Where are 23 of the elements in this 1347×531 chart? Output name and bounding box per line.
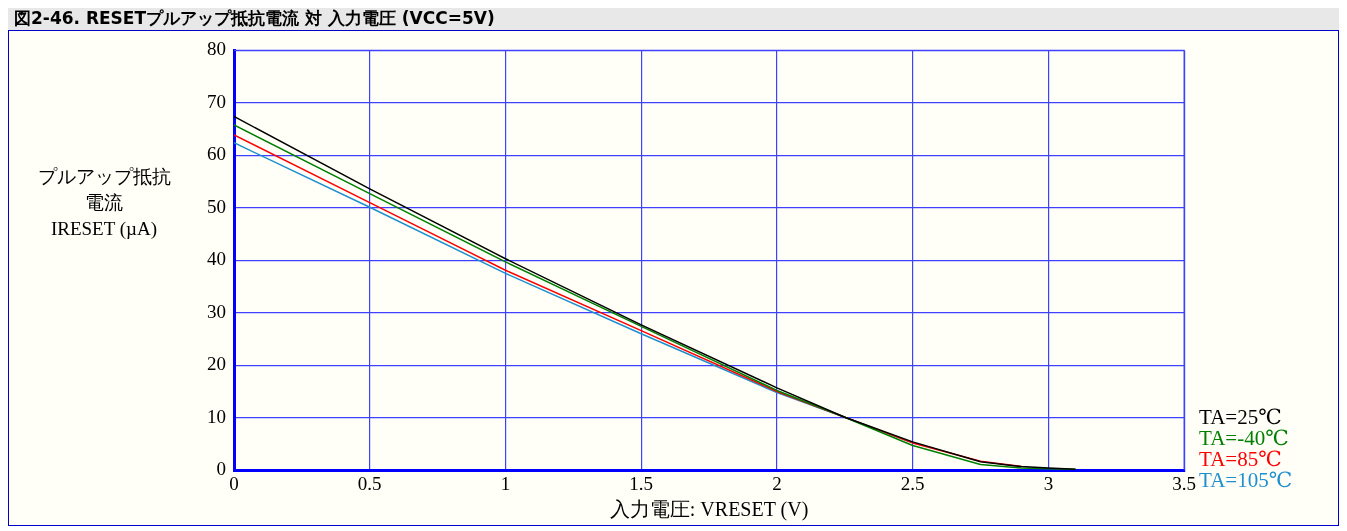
y-tick-label: 70 xyxy=(207,90,226,112)
x-tick-label: 2.5 xyxy=(900,472,925,494)
x-tick-label: 1.5 xyxy=(629,472,654,494)
x-axis-title: 入力電圧: VRESET (V) xyxy=(609,498,809,522)
chart-title: 図2-46. RESETプルアップ抵抗電流 対 入力電圧 (VCC=5V) xyxy=(13,8,496,30)
y-tick-label: 10 xyxy=(207,405,226,427)
y-tick-label: 40 xyxy=(207,248,226,270)
y-tick-label: 50 xyxy=(207,195,226,217)
y-tick-label: 20 xyxy=(207,353,226,375)
x-tick-label: 3 xyxy=(1043,472,1054,494)
y-tick-label: 60 xyxy=(207,143,226,165)
text: TA=-40℃ xyxy=(1199,426,1290,450)
x-tick-label: 2 xyxy=(772,472,782,494)
x-tick-label: 0.5 xyxy=(357,472,382,494)
x-tick-label: 1 xyxy=(500,472,511,494)
y-tick-label: 0 xyxy=(216,458,226,480)
text: TA=25℃ xyxy=(1199,405,1283,429)
x-tick-label: 3.5 xyxy=(1172,472,1196,494)
y-axis-title: プルアップ抵抗電流 IRESET (µA) xyxy=(36,165,172,241)
text: TA=85℃ xyxy=(1199,447,1283,471)
text: TA=105℃ xyxy=(1199,468,1293,492)
y-tick-label: 30 xyxy=(207,300,226,322)
y-tick-label: 80 xyxy=(207,38,226,60)
